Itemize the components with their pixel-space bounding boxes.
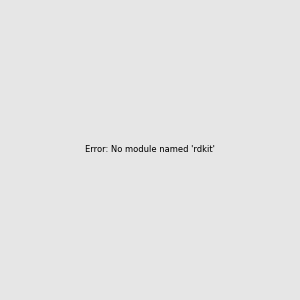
Text: Error: No module named 'rdkit': Error: No module named 'rdkit' <box>85 146 215 154</box>
